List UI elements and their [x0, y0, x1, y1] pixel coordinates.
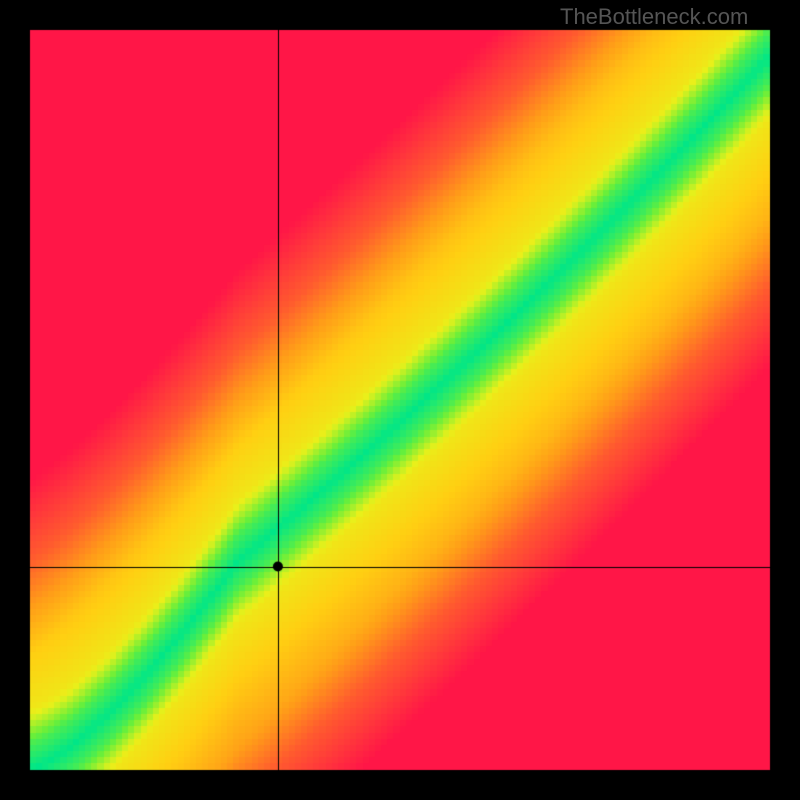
watermark-label: TheBottleneck.com — [560, 4, 748, 30]
bottleneck-heatmap — [0, 0, 800, 800]
